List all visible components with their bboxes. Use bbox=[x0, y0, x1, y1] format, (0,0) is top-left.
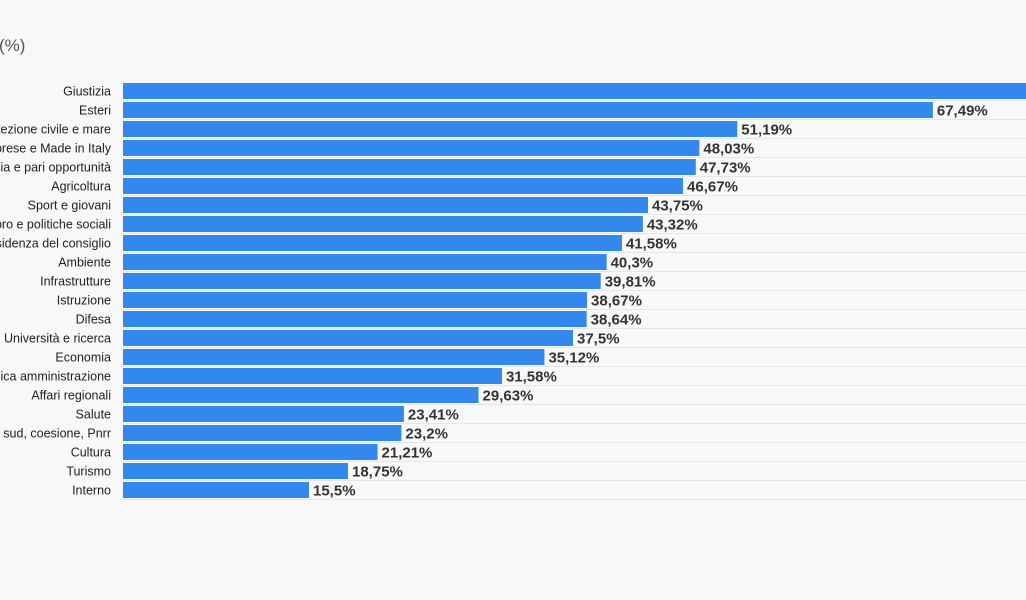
category-label: Interno bbox=[72, 484, 111, 498]
category-label: ica amministrazione bbox=[1, 370, 112, 384]
value-label: 38,67% bbox=[591, 293, 642, 310]
category-label: Agricoltura bbox=[51, 180, 111, 194]
bar bbox=[123, 197, 648, 213]
value-label: 18,75% bbox=[352, 464, 403, 481]
category-label: Sport e giovani bbox=[28, 199, 111, 213]
bar bbox=[123, 330, 573, 346]
value-label: 38,64% bbox=[591, 312, 642, 329]
value-label: 23,41% bbox=[408, 407, 459, 424]
bar bbox=[123, 121, 738, 137]
value-label: 15,5% bbox=[313, 483, 356, 500]
value-label: 35,12% bbox=[548, 350, 599, 367]
category-label: Ambiente bbox=[58, 256, 111, 270]
bar bbox=[123, 102, 933, 118]
bar bbox=[123, 273, 601, 289]
category-label: Cultura bbox=[71, 446, 111, 460]
value-label: 23,2% bbox=[405, 426, 448, 443]
category-label: sidenza del consiglio bbox=[0, 237, 111, 251]
bar bbox=[123, 387, 479, 403]
category-label: prese e Made in Italy bbox=[0, 142, 112, 156]
category-label: Turismo bbox=[66, 465, 111, 479]
bar bbox=[123, 425, 402, 441]
bar bbox=[123, 292, 588, 308]
bar bbox=[123, 159, 696, 175]
bar bbox=[123, 254, 607, 270]
value-label: 31,58% bbox=[506, 369, 557, 386]
value-label: 47,73% bbox=[700, 160, 751, 177]
value-label: 37,5% bbox=[577, 331, 620, 348]
value-label: 29,63% bbox=[483, 388, 534, 405]
value-label: 40,3% bbox=[611, 255, 654, 272]
category-label: Affari regionali bbox=[31, 389, 111, 403]
bar bbox=[123, 235, 622, 251]
value-label: 51,19% bbox=[741, 122, 792, 139]
category-label: Salute bbox=[76, 408, 111, 422]
bar bbox=[123, 216, 643, 232]
category-label: Difesa bbox=[76, 313, 111, 327]
bar bbox=[123, 368, 502, 384]
bar bbox=[123, 178, 684, 194]
bar bbox=[123, 83, 1026, 99]
category-label: Istruzione bbox=[57, 294, 111, 308]
category-label: Economia bbox=[55, 351, 111, 365]
category-label: Giustizia bbox=[63, 85, 111, 99]
value-label: 39,81% bbox=[605, 274, 656, 291]
value-label: 46,67% bbox=[687, 179, 738, 196]
category-label: oro e politiche sociali bbox=[0, 218, 111, 232]
chart-title: lti (%) bbox=[0, 36, 26, 55]
category-label: Università e ricerca bbox=[4, 332, 111, 346]
bar bbox=[123, 349, 545, 365]
value-label: 43,32% bbox=[647, 217, 698, 234]
category-label: Esteri bbox=[79, 104, 111, 118]
value-label: 67,49% bbox=[937, 103, 988, 120]
category-label: , sud, coesione, Pnrr bbox=[0, 427, 111, 441]
value-label: 48,03% bbox=[703, 141, 754, 158]
bar bbox=[123, 482, 309, 498]
bar bbox=[123, 311, 587, 327]
bar bbox=[123, 444, 378, 460]
category-label: tezione civile e mare bbox=[0, 123, 111, 137]
value-label: 43,75% bbox=[652, 198, 703, 215]
bar bbox=[123, 463, 348, 479]
category-label: Infrastrutture bbox=[40, 275, 111, 289]
bar bbox=[123, 140, 700, 156]
category-label: ia e pari opportunità bbox=[1, 161, 112, 175]
bar bbox=[123, 406, 404, 422]
value-label: 41,58% bbox=[626, 236, 677, 253]
value-label: 21,21% bbox=[382, 445, 433, 462]
